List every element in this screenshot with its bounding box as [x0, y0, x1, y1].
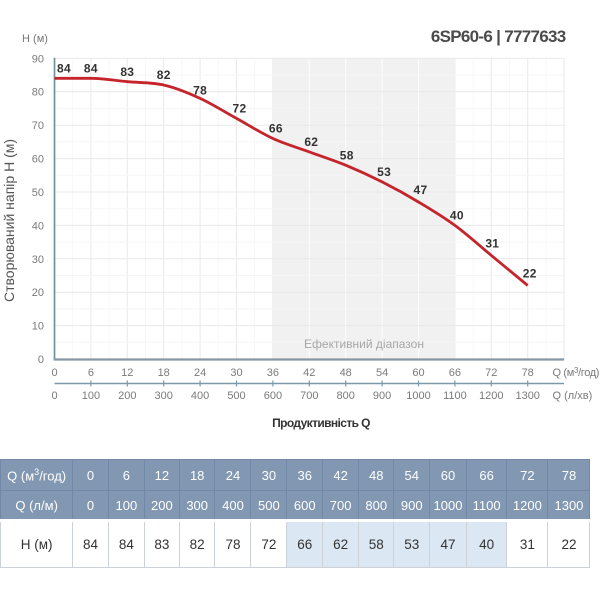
svg-text:62: 62	[304, 135, 318, 149]
svg-text:90: 90	[32, 53, 44, 65]
svg-text:50: 50	[32, 187, 44, 199]
svg-text:700: 700	[300, 390, 318, 402]
svg-text:1200: 1200	[479, 390, 503, 402]
svg-text:Q (л/хв): Q (л/хв)	[553, 390, 593, 402]
svg-text:66: 66	[449, 367, 461, 379]
svg-text:0: 0	[38, 354, 44, 366]
svg-text:84: 84	[84, 62, 98, 76]
svg-text:900: 900	[373, 390, 391, 402]
svg-text:800: 800	[337, 390, 355, 402]
svg-text:0: 0	[51, 367, 57, 379]
svg-text:40: 40	[450, 209, 464, 223]
svg-text:72: 72	[485, 367, 497, 379]
svg-text:1000: 1000	[406, 390, 430, 402]
svg-text:Ефективний діапазон: Ефективний діапазон	[304, 337, 424, 351]
svg-text:53: 53	[377, 165, 391, 179]
svg-text:36: 36	[267, 367, 279, 379]
svg-text:84: 84	[57, 62, 71, 76]
svg-text:58: 58	[340, 148, 354, 162]
svg-text:300: 300	[155, 390, 173, 402]
svg-text:24: 24	[194, 367, 206, 379]
svg-text:82: 82	[157, 68, 171, 82]
svg-text:0: 0	[51, 390, 57, 402]
svg-text:60: 60	[412, 367, 424, 379]
svg-text:40: 40	[32, 220, 44, 232]
svg-text:Q (м3/год): Q (м3/год)	[553, 366, 600, 379]
svg-text:48: 48	[340, 367, 352, 379]
svg-text:83: 83	[120, 65, 134, 79]
svg-text:20: 20	[32, 287, 44, 299]
svg-text:30: 30	[32, 254, 44, 266]
svg-text:6: 6	[88, 367, 94, 379]
svg-text:30: 30	[230, 367, 242, 379]
svg-text:500: 500	[227, 390, 245, 402]
svg-text:70: 70	[32, 120, 44, 132]
svg-text:H (м): H (м)	[22, 33, 48, 45]
svg-text:47: 47	[414, 183, 428, 197]
svg-text:60: 60	[32, 154, 44, 166]
svg-text:12: 12	[121, 367, 133, 379]
svg-text:54: 54	[376, 367, 388, 379]
svg-text:200: 200	[118, 390, 136, 402]
svg-text:10: 10	[32, 321, 44, 333]
svg-text:1300: 1300	[515, 390, 539, 402]
svg-text:1100: 1100	[443, 390, 467, 402]
svg-text:66: 66	[269, 122, 283, 136]
svg-text:100: 100	[82, 390, 100, 402]
svg-text:80: 80	[32, 87, 44, 99]
svg-text:Продуктивність Q: Продуктивність Q	[272, 416, 370, 430]
svg-text:Створюваний напір Н (м): Створюваний напір Н (м)	[1, 139, 17, 302]
svg-text:31: 31	[485, 237, 499, 251]
svg-text:78: 78	[193, 84, 207, 98]
svg-text:6SP60-6 | 7777633: 6SP60-6 | 7777633	[431, 27, 566, 46]
svg-text:72: 72	[233, 102, 247, 116]
svg-text:400: 400	[191, 390, 209, 402]
svg-text:600: 600	[264, 390, 282, 402]
svg-text:42: 42	[303, 367, 315, 379]
svg-text:18: 18	[158, 367, 170, 379]
svg-text:78: 78	[522, 367, 534, 379]
svg-text:22: 22	[523, 267, 537, 281]
